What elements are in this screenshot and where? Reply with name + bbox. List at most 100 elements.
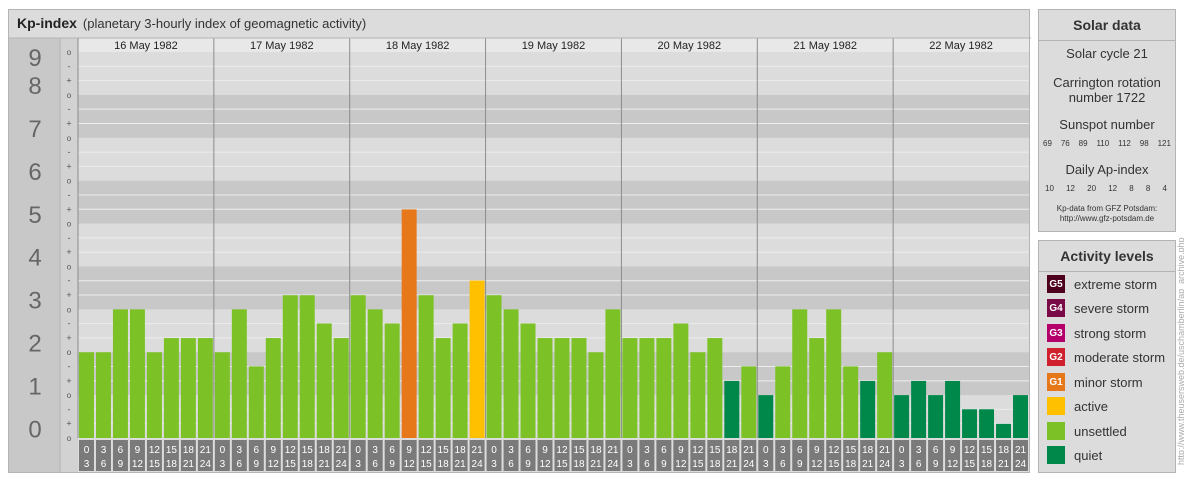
interval-start-label: 18 bbox=[590, 445, 602, 456]
interval-end-label: 15 bbox=[964, 459, 976, 470]
interval-end-label: 9 bbox=[797, 459, 803, 470]
interval-box bbox=[537, 440, 553, 471]
data-source-link[interactable]: http://www.gfz-potsdam.de bbox=[1059, 214, 1155, 223]
minor-mark-o: o bbox=[67, 48, 72, 57]
minor-mark-o: o bbox=[67, 434, 72, 443]
kp-bar bbox=[197, 338, 213, 438]
interval-start-label: 18 bbox=[455, 445, 467, 456]
interval-start-label: 15 bbox=[981, 445, 993, 456]
activity-levels-title: Activity levels bbox=[1060, 248, 1154, 264]
interval-end-label: 9 bbox=[525, 459, 531, 470]
interval-end-label: 15 bbox=[149, 459, 161, 470]
kp-bar bbox=[333, 338, 349, 438]
sunspot-numbers: 69 76 89 110 112 98 121 bbox=[1043, 139, 1171, 148]
kp-bar bbox=[503, 309, 519, 438]
legend-swatch bbox=[1047, 422, 1065, 440]
kp-bar bbox=[707, 338, 723, 438]
interval-end-label: 12 bbox=[404, 459, 416, 470]
day-label: 22 May 1982 bbox=[929, 40, 993, 52]
interval-end-label: 12 bbox=[132, 459, 144, 470]
interval-start-label: 12 bbox=[828, 445, 840, 456]
kp-bar bbox=[520, 323, 536, 438]
kp-bar bbox=[724, 380, 740, 438]
interval-box bbox=[639, 440, 655, 471]
kp-bar bbox=[401, 209, 417, 438]
interval-box bbox=[231, 440, 247, 471]
interval-box bbox=[299, 440, 315, 471]
kp-bar bbox=[622, 338, 638, 438]
interval-end-label: 3 bbox=[355, 459, 361, 470]
interval-end-label: 24 bbox=[200, 459, 212, 470]
interval-end-label: 18 bbox=[981, 459, 993, 470]
interval-box bbox=[146, 440, 162, 471]
interval-box bbox=[792, 440, 808, 471]
interval-box bbox=[435, 440, 451, 471]
interval-box bbox=[758, 440, 774, 471]
kp-bar bbox=[537, 338, 553, 438]
interval-end-label: 6 bbox=[916, 459, 922, 470]
legend-item-g3: G3 strong storm bbox=[1047, 324, 1146, 342]
y-tick-label: 3 bbox=[28, 288, 41, 315]
interval-start-label: 21 bbox=[472, 445, 484, 456]
interval-box bbox=[741, 440, 757, 471]
interval-end-label: 9 bbox=[389, 459, 395, 470]
kp-bar bbox=[248, 366, 264, 438]
interval-box bbox=[588, 440, 604, 471]
data-source-line1: Kp-data from GFZ Potsdam: bbox=[1056, 204, 1158, 213]
carrington-line1: Carrington rotation bbox=[1053, 75, 1161, 90]
kp-bar bbox=[316, 323, 332, 438]
interval-end-label: 3 bbox=[220, 459, 226, 470]
interval-start-label: 6 bbox=[254, 445, 260, 456]
minor-mark-plus: + bbox=[66, 118, 71, 128]
interval-start-label: 9 bbox=[271, 445, 277, 456]
interval-end-label: 24 bbox=[607, 459, 619, 470]
kp-band bbox=[78, 137, 1029, 181]
day-label: 21 May 1982 bbox=[793, 40, 857, 52]
kp-bar bbox=[656, 338, 672, 438]
sunspot-number: 89 bbox=[1078, 139, 1088, 148]
interval-box bbox=[605, 440, 621, 471]
minor-mark-plus: + bbox=[66, 204, 71, 214]
chart-title-main: Kp-index bbox=[17, 15, 77, 31]
interval-end-label: 24 bbox=[1015, 459, 1027, 470]
interval-start-label: 21 bbox=[1015, 445, 1027, 456]
interval-end-label: 21 bbox=[862, 459, 874, 470]
minor-mark-minus: - bbox=[68, 190, 71, 200]
interval-box bbox=[384, 440, 400, 471]
sunspot-number: 98 bbox=[1139, 139, 1149, 148]
interval-end-label: 12 bbox=[539, 459, 551, 470]
kp-bar bbox=[843, 366, 859, 438]
sunspot-number: 110 bbox=[1096, 139, 1110, 148]
interval-start-label: 0 bbox=[220, 445, 226, 456]
interval-box bbox=[316, 440, 332, 471]
kp-bar bbox=[418, 295, 434, 438]
kp-bar bbox=[79, 352, 94, 438]
interval-start-label: 12 bbox=[285, 445, 297, 456]
solar-data-title: Solar data bbox=[1073, 17, 1141, 33]
legend-item-quiet: quiet bbox=[1047, 446, 1102, 464]
interval-end-label: 6 bbox=[372, 459, 378, 470]
interval-start-label: 9 bbox=[950, 445, 956, 456]
interval-box bbox=[690, 440, 706, 471]
interval-end-label: 6 bbox=[508, 459, 514, 470]
minor-mark-plus: + bbox=[66, 247, 71, 257]
interval-start-label: 18 bbox=[319, 445, 331, 456]
interval-start-label: 18 bbox=[862, 445, 874, 456]
interval-start-label: 6 bbox=[525, 445, 531, 456]
minor-mark-minus: - bbox=[68, 147, 71, 157]
interval-end-label: 21 bbox=[183, 459, 195, 470]
interval-end-label: 6 bbox=[237, 459, 243, 470]
interval-box bbox=[622, 440, 638, 471]
minor-mark-minus: - bbox=[68, 233, 71, 243]
interval-box bbox=[979, 440, 995, 471]
y-axis-label-bg bbox=[9, 38, 60, 472]
kp-bar bbox=[962, 409, 978, 438]
legend-swatch: G2 bbox=[1047, 348, 1065, 366]
interval-box bbox=[707, 440, 723, 471]
ap-index-number: 12 bbox=[1108, 184, 1118, 193]
interval-box bbox=[809, 440, 825, 471]
sunspot-number: 112 bbox=[1118, 139, 1131, 148]
y-tick-label: 2 bbox=[28, 331, 41, 358]
interval-box bbox=[129, 440, 145, 471]
interval-end-label: 21 bbox=[590, 459, 602, 470]
